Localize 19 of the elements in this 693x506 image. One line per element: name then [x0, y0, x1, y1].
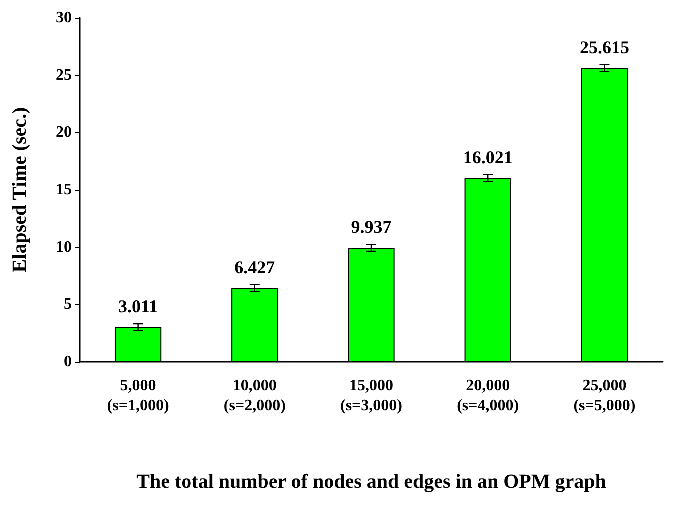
x-tick-label: 25,000 (s=5,000): [574, 378, 636, 414]
data-label: 25.615: [580, 37, 630, 58]
y-tick-label: 0: [64, 354, 72, 370]
data-label: 3.011: [118, 296, 158, 316]
x-axis-title: The total number of nodes and edges in an OPM graph: [136, 471, 606, 493]
data-label: 6.427: [234, 257, 276, 278]
y-tick-label: 10: [56, 238, 72, 256]
y-axis-title: Elapsed Time (sec.): [9, 107, 31, 273]
x-tick-label: 20,000 (s=4,000): [457, 378, 520, 414]
y-tick-label: 25: [56, 66, 72, 84]
y-tick-label: 20: [56, 124, 72, 142]
y-tick-label: 30: [56, 10, 72, 26]
x-tick-label: 10,000 (s=2,000): [224, 378, 286, 414]
y-tick-label: 15: [56, 182, 72, 198]
data-label: 16.021: [463, 147, 513, 168]
y-tick-label: 5: [64, 296, 72, 314]
x-tick-label: 5,000 (s=1,000): [107, 378, 170, 414]
data-label: 9.937: [351, 217, 392, 238]
x-tick-label: 15,000 (s=3,000): [340, 378, 402, 414]
